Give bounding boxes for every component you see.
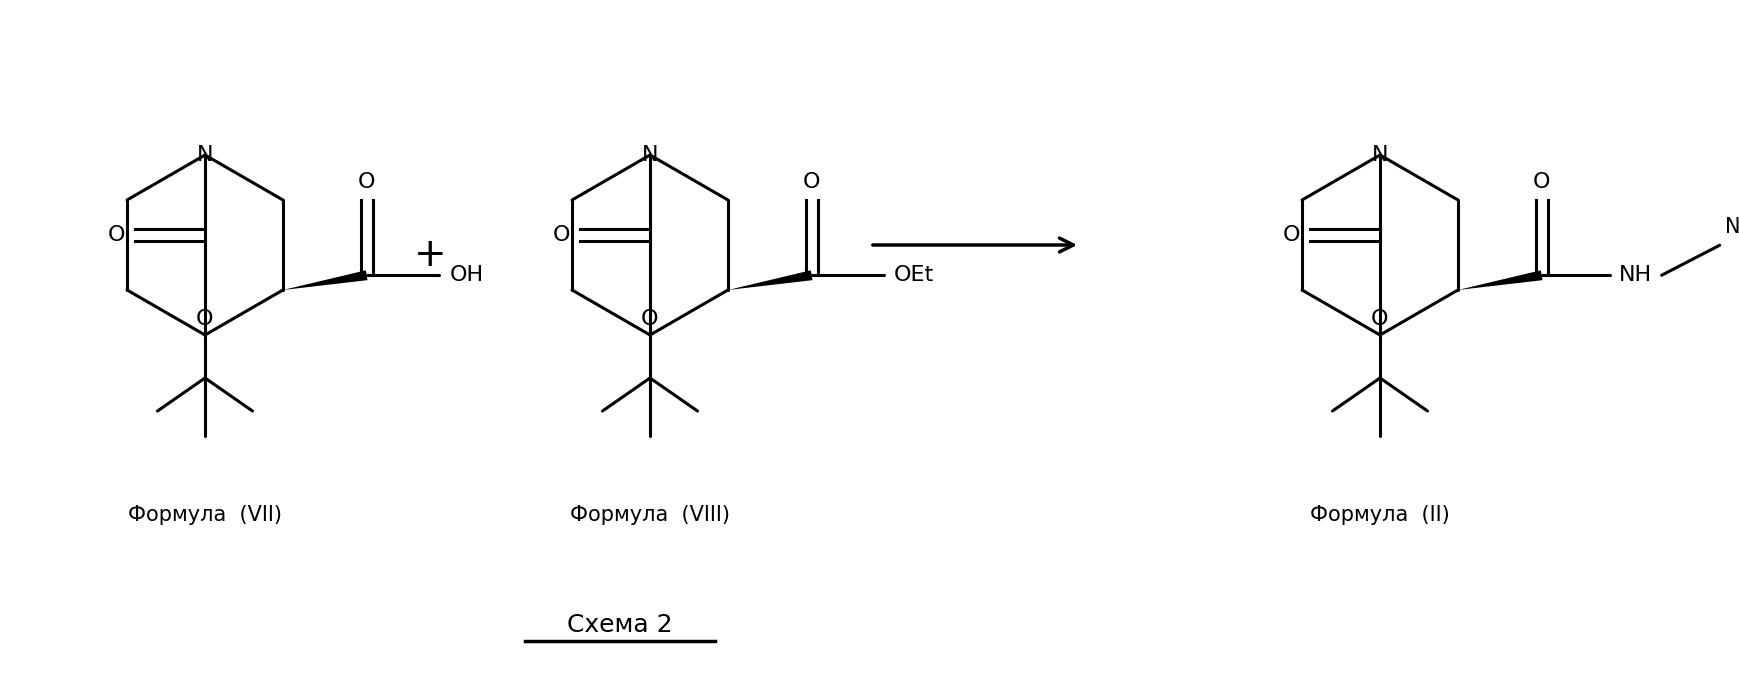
Text: O: O	[1283, 225, 1301, 245]
Text: Формула  (II): Формула (II)	[1309, 505, 1449, 525]
Text: Схема 2: Схема 2	[567, 613, 673, 637]
Polygon shape	[727, 270, 812, 290]
Text: +: +	[414, 236, 447, 274]
Polygon shape	[1457, 270, 1542, 290]
Text: O: O	[802, 172, 819, 192]
Text: N: N	[1370, 145, 1388, 165]
Text: N: N	[197, 145, 214, 165]
Text: NH₂: NH₂	[1723, 217, 1739, 237]
Text: Формула  (VIII): Формула (VIII)	[570, 505, 730, 525]
Text: O: O	[108, 225, 125, 245]
Text: OEt: OEt	[894, 266, 934, 285]
Text: O: O	[553, 225, 570, 245]
Text: OH: OH	[449, 266, 483, 285]
Text: O: O	[358, 172, 376, 192]
Text: NH: NH	[1619, 266, 1652, 285]
Text: O: O	[642, 309, 659, 329]
Text: Формула  (VII): Формула (VII)	[129, 505, 282, 525]
Text: N: N	[642, 145, 657, 165]
Polygon shape	[283, 270, 367, 290]
Text: O: O	[197, 309, 214, 329]
Text: O: O	[1532, 172, 1549, 192]
Text: O: O	[1370, 309, 1388, 329]
